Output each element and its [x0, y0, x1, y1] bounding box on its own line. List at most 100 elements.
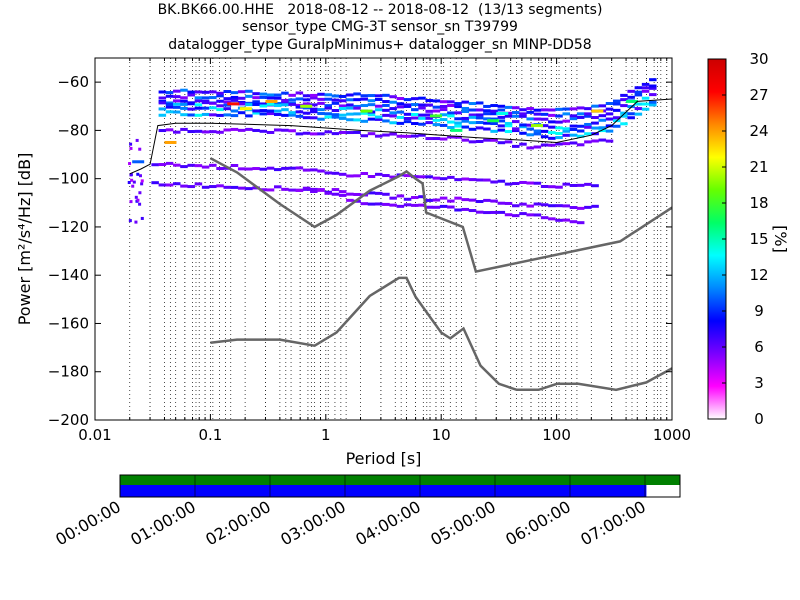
psd-cell — [548, 113, 556, 117]
psd-cell — [526, 117, 534, 121]
psd-cell — [317, 101, 325, 105]
psd-cell — [216, 113, 224, 117]
psd-cell — [432, 109, 441, 113]
psd-cell — [237, 96, 246, 100]
psd-cell — [273, 168, 282, 172]
psd-cell — [194, 106, 203, 110]
psd-cell — [605, 112, 614, 116]
colorbar-label: [%] — [771, 225, 790, 253]
psd-cell — [512, 106, 520, 110]
psd-cell — [432, 205, 441, 209]
psd-cell — [382, 93, 390, 97]
psd-cell — [627, 95, 635, 99]
psd-cell — [281, 100, 289, 104]
colorbar-tick-label: 12 — [749, 266, 768, 284]
psd-cell — [310, 93, 318, 97]
psd-cell — [497, 108, 506, 112]
psd-cell — [641, 96, 650, 100]
psd-cell — [338, 116, 347, 120]
psd-cell — [194, 164, 203, 168]
psd-cell — [497, 124, 506, 128]
psd-cell — [562, 218, 571, 222]
psd-cell — [641, 82, 650, 86]
psd-cell — [576, 129, 585, 133]
psd-cell — [432, 176, 441, 180]
psd-cell — [627, 112, 635, 116]
psd-cell — [432, 123, 441, 127]
psd-cell — [584, 205, 592, 209]
psd-cell — [605, 129, 614, 133]
psd-cell — [201, 112, 210, 116]
psd-cell — [317, 169, 325, 173]
psd-cell — [641, 107, 650, 111]
psd-cell — [382, 108, 390, 112]
psd-cell — [533, 112, 542, 116]
psd-cell — [310, 132, 318, 136]
psd-cell — [555, 114, 563, 118]
psd-cell — [382, 119, 390, 123]
psd-band-lower-band-1 — [158, 127, 614, 150]
psd-cell — [295, 188, 304, 192]
timeline-tick-label: 04:00:00 — [352, 497, 424, 549]
psd-cell — [140, 179, 144, 183]
psd-cell — [302, 106, 311, 110]
psd-cell — [519, 131, 527, 135]
psd-cell — [497, 179, 506, 183]
psd-cell — [490, 109, 498, 113]
psd-cell — [173, 89, 181, 93]
psd-cell — [526, 107, 534, 111]
psd-cell — [497, 104, 506, 108]
psd-cell — [346, 103, 354, 107]
psd-cell — [389, 95, 397, 99]
psd-cell — [540, 184, 549, 188]
psd-cell — [483, 178, 491, 182]
psd-cell — [468, 113, 477, 117]
psd-cell — [504, 213, 513, 217]
psd-cell — [273, 109, 282, 113]
psd-cell — [223, 97, 232, 101]
psd-cell — [562, 204, 571, 208]
psd-cell — [389, 121, 397, 125]
psd-cell — [360, 94, 369, 98]
psd-cell — [165, 91, 174, 95]
psd-cell — [302, 102, 311, 106]
psd-cell — [360, 134, 369, 138]
psd-cell — [425, 121, 433, 125]
psd-cell — [519, 202, 527, 206]
psd-cell — [497, 141, 506, 145]
psd-cell — [259, 92, 268, 96]
psd-cell — [533, 129, 542, 133]
psd-cell — [201, 185, 210, 189]
psd-cell — [483, 121, 491, 125]
psd-cell — [576, 206, 585, 210]
psd-cell — [461, 207, 470, 211]
psd-cell — [367, 94, 376, 98]
psd-cell — [548, 185, 556, 189]
psd-cell — [259, 102, 268, 106]
psd-cell — [346, 93, 354, 97]
psd-cell — [504, 201, 513, 205]
psd-cell — [180, 102, 188, 106]
psd-cell — [173, 130, 181, 134]
psd-cell — [346, 98, 354, 102]
psd-cell — [490, 129, 498, 133]
psd-cell — [403, 120, 412, 124]
psd-cell — [128, 162, 132, 166]
low-noise-model-line — [210, 276, 672, 392]
psd-cell — [273, 96, 282, 100]
psd-cell — [439, 137, 448, 141]
psd-cell — [475, 140, 484, 144]
psd-cell — [418, 96, 426, 100]
psd-cell — [461, 106, 470, 110]
psd-cell — [136, 172, 140, 176]
psd-cell — [432, 118, 441, 122]
psd-cell — [346, 106, 354, 110]
psd-cell — [310, 107, 318, 111]
psd-cell — [367, 103, 376, 107]
psd-cell — [533, 117, 542, 121]
psd-cell — [209, 130, 217, 134]
psd-cell — [411, 108, 419, 112]
psd-cell — [273, 93, 282, 97]
psd-cell — [490, 112, 498, 116]
psd-cell — [475, 116, 484, 120]
